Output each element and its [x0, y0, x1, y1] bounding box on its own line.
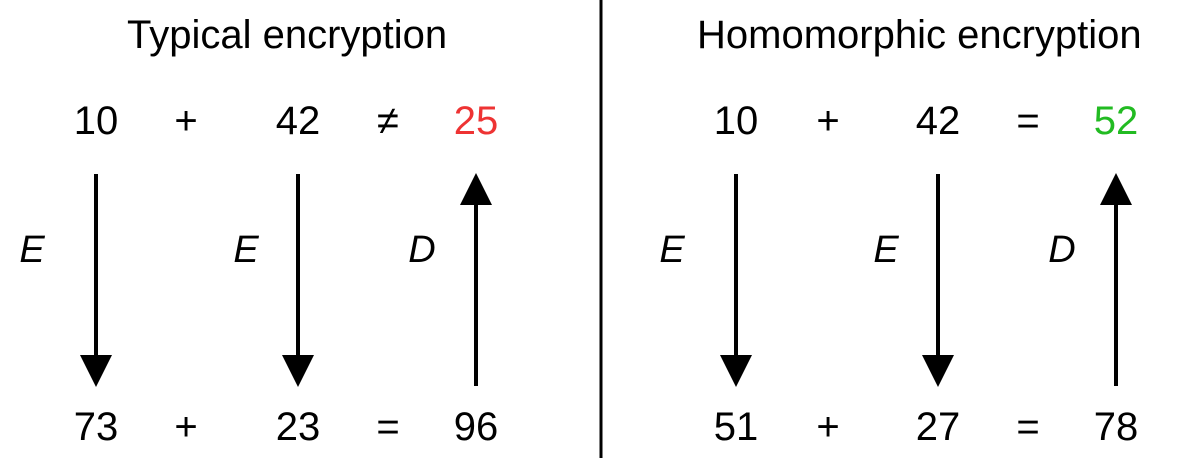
right-decrypt-label: D [1048, 229, 1076, 271]
right-top-operator: + [816, 99, 840, 143]
left-panel-title: Typical encryption [127, 13, 448, 57]
left-encrypt-arrowhead-2 [282, 355, 314, 387]
left-encrypt-arrowhead-1 [80, 355, 112, 387]
left-encrypt-label-2: E [233, 229, 259, 271]
right-top-operand-2: 42 [915, 99, 961, 143]
left-top-operator: + [174, 99, 198, 143]
right-panel-title: Homomorphic encryption [697, 13, 1142, 57]
right-bottom-operand-2: 27 [915, 405, 961, 449]
right-top-relation: = [1016, 99, 1040, 143]
right-encrypt-label-2: E [873, 229, 899, 271]
right-top-operand-1: 10 [713, 99, 759, 143]
left-decrypt-label: D [408, 229, 436, 271]
left-bottom-operator: + [174, 405, 198, 449]
left-bottom-operand-1: 73 [73, 405, 119, 449]
right-bottom-relation: = [1016, 405, 1040, 449]
left-top-relation: ≠ [377, 99, 399, 143]
left-bottom-relation: = [376, 405, 400, 449]
left-top-operand-2: 42 [275, 99, 321, 143]
right-bottom-result: 78 [1093, 405, 1139, 449]
right-decrypt-arrowhead [1100, 173, 1132, 205]
left-bottom-result: 96 [453, 405, 499, 449]
right-encrypt-arrowhead-1 [720, 355, 752, 387]
right-bottom-operand-1: 51 [713, 405, 759, 449]
right-encrypt-label-1: E [659, 229, 685, 271]
left-bottom-operand-2: 23 [275, 405, 321, 449]
right-bottom-operator: + [816, 405, 840, 449]
right-top-result: 52 [1093, 99, 1139, 143]
left-decrypt-arrowhead [460, 173, 492, 205]
left-top-result: 25 [453, 99, 499, 143]
left-top-operand-1: 10 [73, 99, 119, 143]
left-encrypt-label-1: E [19, 229, 45, 271]
right-encrypt-arrowhead-2 [922, 355, 954, 387]
